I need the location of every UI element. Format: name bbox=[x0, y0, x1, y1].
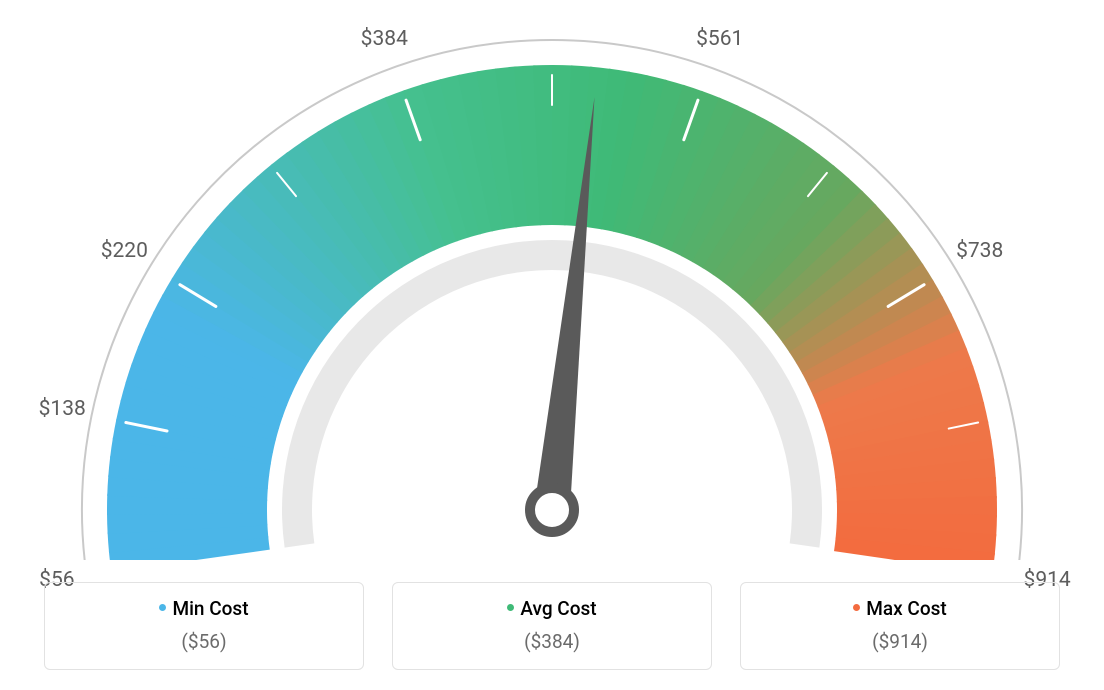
legend-card-min: Min Cost ($56) bbox=[44, 582, 364, 670]
dot-icon bbox=[507, 604, 514, 611]
gauge-tick-label: $220 bbox=[101, 239, 148, 263]
gauge-tick-label: $738 bbox=[956, 239, 1003, 263]
legend-label: Max Cost bbox=[866, 597, 946, 620]
gauge-svg bbox=[0, 0, 1104, 560]
legend-title-max: Max Cost bbox=[741, 597, 1059, 620]
legend-card-avg: Avg Cost ($384) bbox=[392, 582, 712, 670]
cost-gauge: $56$138$220$384$561$738$914 bbox=[0, 0, 1104, 560]
legend-value-avg: ($384) bbox=[393, 630, 711, 653]
legend-title-min: Min Cost bbox=[45, 597, 363, 620]
legend-title-avg: Avg Cost bbox=[393, 597, 711, 620]
legend-value-min: ($56) bbox=[45, 630, 363, 653]
dot-icon bbox=[159, 604, 166, 611]
gauge-tick-label: $138 bbox=[39, 397, 86, 421]
legend-card-max: Max Cost ($914) bbox=[740, 582, 1060, 670]
legend-row: Min Cost ($56) Avg Cost ($384) Max Cost … bbox=[0, 582, 1104, 670]
gauge-tick-label: $384 bbox=[361, 27, 408, 51]
legend-label: Min Cost bbox=[172, 597, 248, 620]
legend-value-max: ($914) bbox=[741, 630, 1059, 653]
dot-icon bbox=[853, 604, 860, 611]
legend-label: Avg Cost bbox=[520, 597, 596, 620]
gauge-tick-label: $561 bbox=[696, 27, 743, 51]
